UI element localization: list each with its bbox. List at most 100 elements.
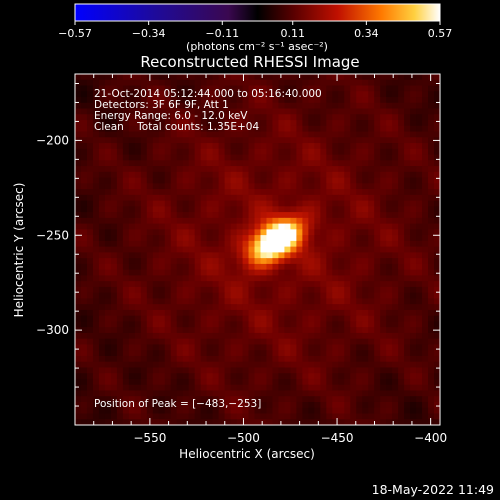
- heatmap-cell: [170, 240, 178, 248]
- heatmap-cell: [380, 120, 387, 127]
- heatmap-cell: [260, 327, 267, 334]
- heatmap-cell: [92, 85, 100, 92]
- heatmap-cell: [368, 217, 375, 224]
- heatmap-cell: [224, 378, 231, 386]
- heatmap-cell: [284, 419, 291, 426]
- heatmap-cell: [296, 304, 303, 311]
- heatmap-cell: [302, 355, 309, 363]
- heatmap-cell: [254, 367, 261, 374]
- heatmap-cell: [284, 332, 291, 340]
- heatmap-cell: [296, 269, 303, 276]
- heatmap-cell: [110, 108, 118, 115]
- heatmap-cell: [236, 419, 243, 426]
- heatmap-cell: [284, 304, 291, 311]
- heatmap-cell: [98, 212, 106, 219]
- heatmap-cell: [356, 189, 363, 196]
- heatmap-cell: [146, 355, 154, 363]
- heatmap-cell: [128, 281, 136, 288]
- heatmap-cell: [374, 269, 381, 276]
- heatmap-cell: [104, 390, 112, 397]
- heatmap-cell: [356, 148, 363, 155]
- heatmap-cell: [176, 304, 184, 311]
- heatmap-cell: [194, 194, 202, 201]
- heatmap-cell: [98, 79, 106, 86]
- heatmap-cell: [374, 378, 381, 386]
- heatmap-cell: [332, 240, 339, 248]
- heatmap-cell: [92, 189, 100, 196]
- heatmap-cell: [206, 263, 214, 271]
- heatmap-cell: [338, 355, 345, 363]
- heatmap-cell: [404, 85, 411, 92]
- heatmap-cell: [302, 189, 309, 196]
- heatmap-cell: [392, 338, 399, 345]
- heatmap-cell: [278, 114, 285, 121]
- heatmap-cell: [254, 327, 261, 334]
- heatmap-cell: [350, 355, 357, 363]
- heatmap-cell: [158, 246, 166, 253]
- heatmap-cell: [290, 154, 297, 161]
- heatmap-cell: [110, 396, 118, 403]
- heatmap-cell: [146, 401, 154, 409]
- heatmap-cell: [104, 97, 112, 104]
- heatmap-cell: [182, 338, 190, 345]
- heatmap-cell: [98, 350, 106, 357]
- heatmap-cell: [248, 327, 255, 334]
- heatmap-cell: [206, 281, 214, 288]
- heatmap-cell: [374, 79, 381, 86]
- heatmap-cell: [296, 97, 303, 104]
- heatmap-cell: [242, 223, 249, 230]
- heatmap-cell: [128, 401, 136, 409]
- heatmap-cell: [200, 263, 208, 271]
- heatmap-cell: [206, 344, 214, 351]
- heatmap-cell: [92, 229, 100, 236]
- heatmap-cell: [416, 407, 423, 414]
- heatmap-cell: [104, 361, 112, 368]
- heatmap-cell: [152, 367, 160, 374]
- heatmap-cell: [332, 275, 339, 282]
- heatmap-cell: [218, 384, 225, 391]
- heatmap-cell: [356, 217, 363, 224]
- heatmap-cell: [284, 350, 291, 357]
- heatmap-cell: [332, 269, 339, 276]
- heatmap-cell: [170, 177, 178, 184]
- heatmap-cell: [128, 419, 136, 426]
- heatmap-cell: [314, 413, 321, 420]
- heatmap-cell: [338, 148, 345, 155]
- heatmap-cell: [326, 217, 333, 224]
- heatmap-cell: [194, 327, 202, 334]
- heatmap-cell: [104, 407, 112, 414]
- heatmap-cell: [140, 390, 148, 397]
- heatmap-cell: [380, 304, 387, 311]
- heatmap-cell: [164, 79, 172, 86]
- heatmap-cell: [188, 378, 196, 386]
- heatmap-cell: [188, 252, 196, 259]
- heatmap-cell: [272, 97, 279, 104]
- heatmap-cell: [314, 79, 321, 86]
- heatmap-cell: [308, 217, 315, 224]
- heatmap-cell: [356, 160, 363, 167]
- heatmap-cell: [422, 298, 429, 305]
- heatmap-cell: [206, 91, 214, 98]
- heatmap-cell: [254, 194, 261, 201]
- heatmap-cell: [242, 160, 249, 167]
- heatmap-cell: [314, 281, 321, 288]
- heatmap-cell: [338, 206, 345, 213]
- heatmap-cell: [344, 194, 351, 201]
- heatmap-cell: [164, 344, 172, 351]
- heatmap-cell: [302, 246, 309, 253]
- heatmap-cell: [182, 171, 190, 178]
- heatmap-cell: [374, 304, 381, 311]
- heatmap-cell: [206, 125, 214, 132]
- heatmap-cell: [254, 390, 261, 397]
- heatmap-cell: [170, 166, 178, 173]
- heatmap-cell: [308, 384, 315, 391]
- heatmap-cell: [278, 166, 285, 173]
- heatmap-cell: [146, 102, 154, 109]
- heatmap-cell: [224, 114, 231, 121]
- heatmap-cell: [344, 235, 351, 242]
- heatmap-cell: [122, 131, 130, 138]
- heatmap-cell: [422, 378, 429, 386]
- heatmap-cell: [158, 407, 166, 414]
- heatmap-cell: [146, 350, 154, 357]
- heatmap-cell: [278, 189, 285, 196]
